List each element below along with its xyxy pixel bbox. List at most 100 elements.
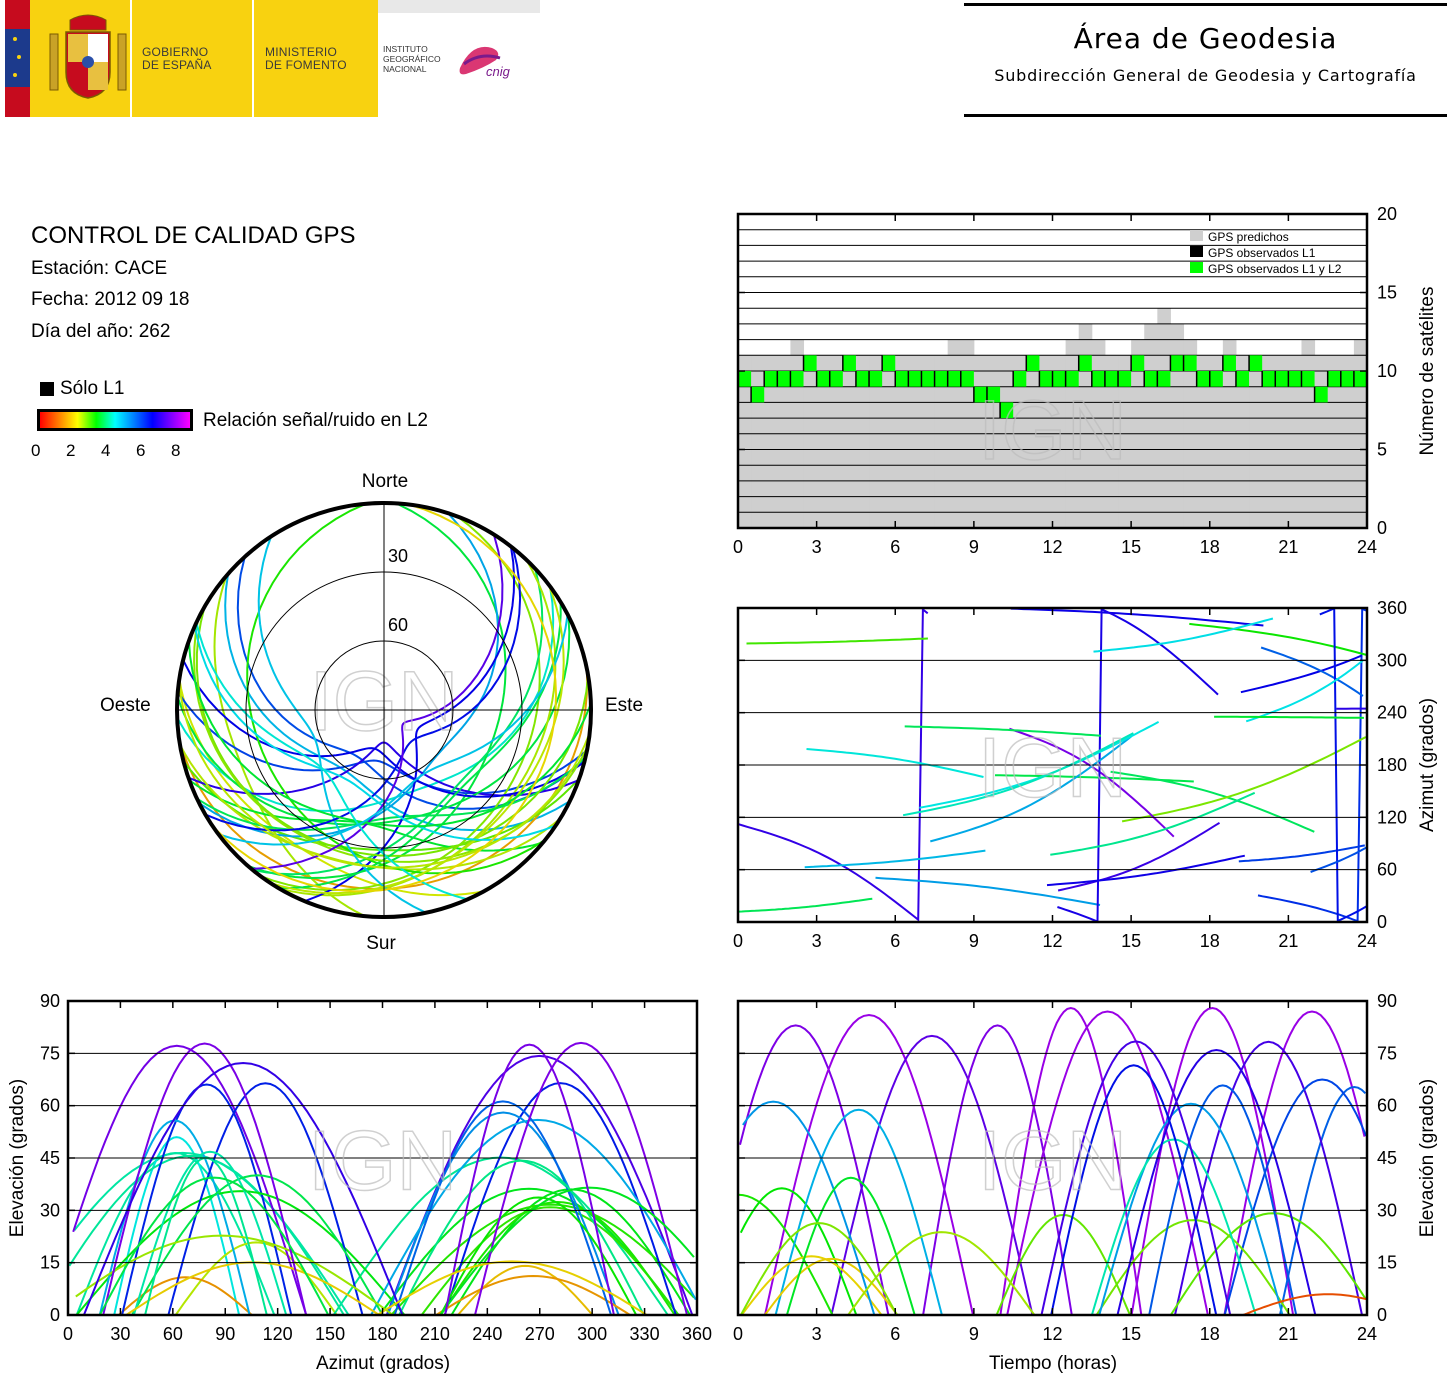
elevation-azimuth-track (386, 1111, 620, 1316)
observed-l1l2-bar (934, 371, 948, 387)
azimuth-track (875, 876, 1101, 906)
predicted-bar (777, 355, 791, 528)
elevation-azimuth-track (435, 1274, 631, 1316)
x-tick-label: 12 (1042, 1324, 1062, 1344)
predicted-bar (1209, 355, 1224, 528)
elevation-azimuth-track (72, 1044, 308, 1316)
skyplot-track (205, 547, 522, 832)
elevation-azimuth-track (398, 1159, 645, 1316)
elevation-azimuth-grid (68, 1052, 697, 1264)
skyplot-track (187, 640, 592, 828)
elevation-azimuth-track (75, 1190, 406, 1316)
x-tick-label: 3 (812, 931, 822, 951)
x-tick-label: 3 (812, 1324, 822, 1344)
y-tick-label: 45 (40, 1148, 60, 1168)
azimuth-track (1189, 622, 1368, 656)
station-label: Estación: CACE (31, 258, 168, 279)
y-tick-label: 15 (40, 1253, 60, 1273)
observed-l1l2-bar (1196, 371, 1210, 387)
elevation-time-track (738, 1193, 834, 1316)
x-tick-label: 6 (890, 1324, 900, 1344)
azimuth-track (737, 607, 929, 922)
predicted-bar (1340, 355, 1355, 528)
skyplot-track (182, 760, 581, 852)
predicted-bar (934, 355, 949, 528)
observed-steps (737, 355, 1367, 419)
observed-l1l2-bar (1013, 371, 1027, 387)
x-tick-label: 3 (812, 537, 822, 557)
y-tick-label: 60 (1377, 1096, 1397, 1116)
observed-l1l2-bar (869, 371, 883, 387)
predicted-bar (738, 355, 752, 528)
observed-l1l2-bar (1131, 355, 1145, 371)
elevation-azimuth-track (113, 1136, 241, 1316)
azimuth-track (902, 732, 1134, 817)
legend-label-l1l2: GPS observados L1 y L2 (1208, 262, 1342, 276)
colorbar-label: Relación señal/ruido en L2 (203, 410, 428, 431)
x-tick-label: 24 (1357, 1324, 1377, 1344)
azimuth-track (1046, 854, 1245, 887)
elevation-time-track (830, 1034, 1034, 1316)
predicted-bar (1052, 355, 1067, 528)
x-tick-label: 21 (1278, 537, 1298, 557)
elevation-time-track (1174, 1040, 1363, 1316)
observed-l1l2-bar (803, 355, 817, 371)
y-tick-label: 60 (40, 1096, 60, 1116)
y-tick-label: 75 (40, 1043, 60, 1063)
azimuth-track (1050, 791, 1256, 856)
banner-divider (252, 0, 254, 117)
x-tick-label: 240 (472, 1324, 502, 1344)
skyplot-track (236, 556, 586, 810)
elevation-time-track (922, 1024, 1073, 1316)
report-title: CONTROL DE CALIDAD GPS (31, 222, 356, 249)
ring-label-30: 30 (388, 546, 408, 566)
elevation-azimuth-track (474, 1041, 688, 1316)
y-tick-label: 30 (40, 1200, 60, 1220)
skyplot-track (260, 515, 541, 892)
observed-l1l2-bar (1039, 371, 1053, 387)
x-tick-label: 0 (63, 1324, 73, 1344)
x-tick-label: 15 (1121, 537, 1141, 557)
azimuth-track (1319, 606, 1368, 923)
ign-line-1: INSTITUTO (383, 44, 428, 54)
satcount-legend: GPS predichos GPS observados L1 GPS obse… (1190, 230, 1342, 276)
observed-l1l2-bar (1209, 371, 1223, 387)
azimuth-track (806, 748, 984, 778)
predicted-bar (1039, 355, 1053, 528)
observed-l1l2-bar (908, 371, 922, 387)
predicted-bar (1170, 323, 1185, 528)
elevation-azimuth-track (439, 1196, 638, 1316)
observed-l1l2-bar (1091, 371, 1105, 387)
azimuth-track (1257, 607, 1368, 923)
elevation-time-track (847, 1231, 1036, 1316)
y-tick-label: 5 (1377, 440, 1387, 460)
observed-l1l2-bar (1104, 371, 1119, 387)
x-tick-label: 18 (1200, 1324, 1220, 1344)
predicted-bar (1104, 355, 1119, 528)
banner-divider (130, 0, 132, 117)
spain-flag-eu-band (5, 29, 30, 87)
predicted-bar (869, 355, 883, 528)
x-tick-label: 120 (263, 1324, 293, 1344)
y-tick-label: 0 (1377, 518, 1387, 538)
predicted-bar (882, 355, 896, 528)
y-tick-label: 60 (1377, 860, 1397, 880)
elevation-time-track (740, 1255, 883, 1316)
predicted-bar (1026, 355, 1040, 528)
skyplot-track (177, 682, 591, 869)
elevation-azimuth-track (102, 1042, 308, 1316)
y-tick-label: 0 (50, 1305, 60, 1325)
y-tick-label: 10 (1377, 361, 1397, 381)
day-of-year-label: Día del año: 262 (31, 321, 171, 342)
ign-line-3: NACIONAL (383, 64, 427, 74)
elevation-azimuth-track (132, 1150, 288, 1316)
colorbar-tick: 8 (171, 441, 181, 460)
predicted-bar (1314, 355, 1329, 528)
observed-l1l2-bar (1065, 371, 1079, 387)
skyplot-track (195, 622, 468, 901)
colorbar-tick: 4 (101, 441, 111, 460)
elevation-azimuth-xlabel: Azimut (grados) (316, 1353, 450, 1374)
watermark-text: IGN (978, 720, 1127, 814)
elevation-time-ylabel: Elevación (grados) (1417, 1079, 1438, 1237)
observed-l1l2-bar (895, 371, 909, 387)
